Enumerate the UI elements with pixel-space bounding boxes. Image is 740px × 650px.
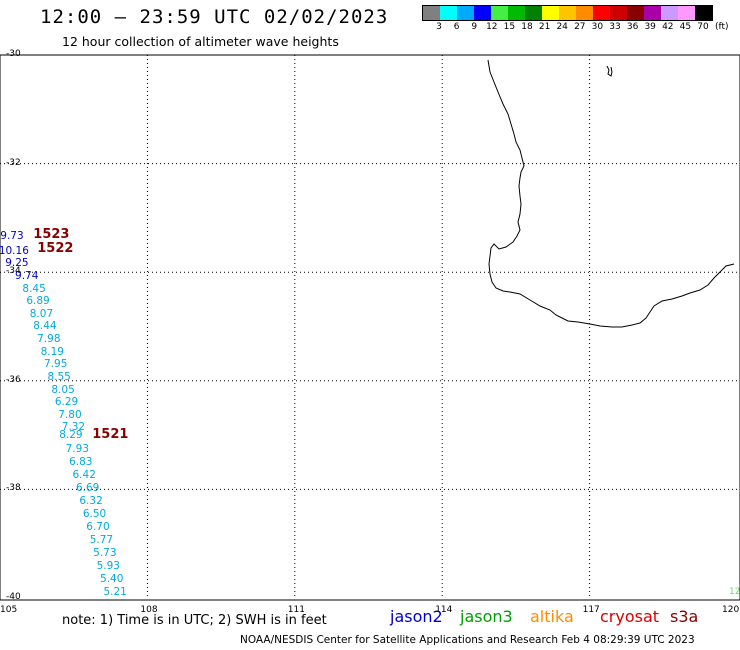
swh-value-label: 7.93 <box>65 442 90 455</box>
swh-value-label: 8.07 <box>29 307 54 320</box>
legend-swatch <box>610 6 627 20</box>
legend-label: 39 <box>644 22 656 32</box>
pass-time-label: 1523 <box>33 227 70 243</box>
legend-swatch-bar <box>422 5 713 21</box>
longitude-tick-label: 117 <box>582 605 600 615</box>
legend-label: 3 <box>436 22 442 32</box>
swh-value-label: 5.93 <box>96 560 120 573</box>
pass-time-label: 1521 <box>92 426 129 442</box>
legend-swatch <box>678 6 695 20</box>
swh-edge-label: 12 <box>729 587 740 598</box>
island-small <box>606 65 613 77</box>
latitude-tick-label: -36 <box>6 374 21 385</box>
legend-label: 42 <box>662 22 674 32</box>
legend-label: 21 <box>538 22 551 32</box>
footer-credit: NOAA/NESDIS Center for Satellite Applica… <box>240 634 695 646</box>
legend-swatch <box>559 6 576 20</box>
legend-label: 12 <box>486 22 498 32</box>
legend-swatch <box>576 6 593 20</box>
swh-value-label: 5.77 <box>89 533 114 546</box>
swh-value-label: 5.73 <box>93 547 117 560</box>
mission-label-jason3: jason3 <box>460 607 513 626</box>
legend-label: 33 <box>609 22 621 32</box>
swh-value-label: 8.45 <box>22 282 46 295</box>
legend-swatch <box>644 6 661 20</box>
map-grid <box>0 55 737 598</box>
swh-value-label: 7.80 <box>58 408 82 421</box>
legend-swatch <box>474 6 491 20</box>
legend-unit: (ft) <box>715 22 729 32</box>
legend-swatch <box>525 6 542 20</box>
legend-label: 9 <box>471 22 478 32</box>
legend-label: 6 <box>453 22 460 32</box>
swh-value-label: 6.69 <box>75 481 100 494</box>
swh-value-label: 6.32 <box>79 494 103 507</box>
legend-swatch <box>423 6 440 20</box>
longitude-tick-label: 114 <box>435 605 453 615</box>
legend-swatch <box>593 6 610 20</box>
mission-label-altika: altika <box>530 607 574 626</box>
swh-value-label: 8.44 <box>33 320 57 333</box>
legend-swatch <box>542 6 559 20</box>
swh-value-label: 5.21 <box>103 586 127 599</box>
legend-label: 24 <box>556 22 568 32</box>
legend-label-row: (ft) 3 6 9 12 15 18 21 24 27 30 33 36 39 42 45 70 <box>422 22 728 36</box>
swh-value-label: 5.40 <box>100 573 124 586</box>
page-title: 12:00 — 23:59 UTC 02/02/2023 <box>40 6 389 28</box>
longitude-tick-label: 111 <box>287 605 305 615</box>
legend-label: 15 <box>503 22 516 32</box>
swh-value-label: 8.55 <box>47 370 71 383</box>
longitude-tick-label: 108 <box>140 605 158 615</box>
swh-value-label: 6.50 <box>82 507 107 520</box>
longitude-tick-label: 105 <box>0 605 18 615</box>
swh-value-label: 8.05 <box>51 383 75 396</box>
legend-label: 70 <box>697 22 709 32</box>
legend-label: 27 <box>574 22 586 32</box>
mission-label-s3a: s3a <box>670 607 699 626</box>
latitude-tick-label: -30 <box>6 49 21 59</box>
latitude-tick-label: -40 <box>6 592 21 602</box>
legend-swatch <box>661 6 678 20</box>
page-subtitle: 12 hour collection of altimeter wave hei… <box>62 34 339 49</box>
legend-swatch <box>627 6 644 20</box>
latitude-tick-label: -38 <box>6 483 21 494</box>
swh-value-label: 7.32 <box>61 421 86 434</box>
swh-value-label: 6.29 <box>54 396 79 409</box>
swh-value-label: 10.16 <box>0 244 29 257</box>
swh-value-label: 7.95 <box>44 358 68 371</box>
latitude-tick-label: -34 <box>6 266 21 277</box>
mission-label-jason2: jason2 <box>390 607 443 626</box>
swh-value-label: 9.73 <box>0 229 24 242</box>
color-legend: (ft) 3 6 9 12 15 18 21 24 27 30 33 36 39 42 45 70 <box>422 5 729 36</box>
swh-value-label: 6.83 <box>69 455 93 468</box>
legend-swatch <box>440 6 457 20</box>
mission-label-cryosat: cryosat <box>600 607 660 626</box>
swh-value-label: 9.25 <box>5 257 29 270</box>
swh-value-label: 8.19 <box>40 345 64 358</box>
legend-label: 36 <box>626 22 639 32</box>
legend-label: 18 <box>521 22 533 32</box>
legend-label: 45 <box>679 22 692 32</box>
longitude-tick-label: 120 <box>722 605 740 615</box>
legend-label: 30 <box>591 22 604 32</box>
swh-value-label: 9.74 <box>15 269 39 282</box>
legend-swatch <box>457 6 474 20</box>
coastline-australia <box>487 59 735 328</box>
coastline-west <box>487 59 735 328</box>
pass-time-label: 1522 <box>37 241 74 257</box>
swh-value-label: 7.98 <box>37 333 61 346</box>
footer-note: note: 1) Time is in UTC; 2) SWH is in fe… <box>62 613 327 628</box>
map-frame <box>0 54 740 601</box>
swh-value-label: 6.70 <box>86 520 110 533</box>
latitude-tick-label: -32 <box>6 157 21 168</box>
swh-value-label: 6.42 <box>72 468 96 481</box>
legend-swatch <box>508 6 525 20</box>
swh-value-label: 8.29 <box>59 429 83 442</box>
legend-swatch <box>695 6 712 20</box>
swh-value-label: 6.89 <box>26 295 50 308</box>
legend-swatch <box>491 6 508 20</box>
